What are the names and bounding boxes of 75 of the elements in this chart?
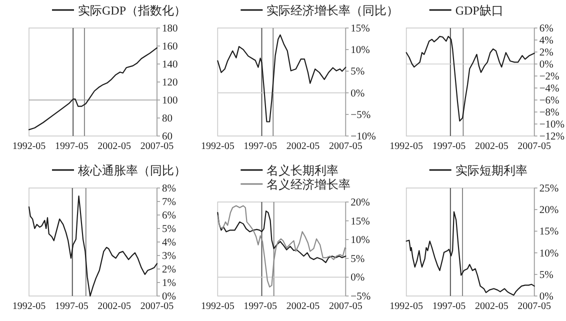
y-tick-label: −5% <box>350 110 371 121</box>
x-tick-label: 2007-05 <box>140 301 174 312</box>
x-tick-label: 1992-05 <box>12 141 46 152</box>
legend-label: 名义长期利率 <box>266 164 339 178</box>
y-tick-label: 15% <box>350 216 370 228</box>
x-tick-label: 1992-05 <box>12 301 46 312</box>
y-tick-label: 5% <box>539 270 554 281</box>
y-tick-label: 2% <box>539 48 554 58</box>
y-tick-label: −8% <box>539 108 560 118</box>
y-tick-label: −10% <box>539 120 565 130</box>
x-tick-label: 2007-05 <box>140 141 174 152</box>
y-tick-label: 5% <box>350 254 365 265</box>
x-tick-label: 2002-05 <box>98 141 132 152</box>
y-tick-label: 0% <box>539 60 554 70</box>
y-tick-label: 160 <box>162 42 178 52</box>
legend-label: 实际经济增长率（同比） <box>266 4 399 18</box>
y-tick-label: 3% <box>162 251 176 262</box>
x-tick-label: 1997-05 <box>432 301 466 312</box>
y-tick-label: 6% <box>539 24 554 34</box>
x-tick-label: 1992-05 <box>200 141 234 152</box>
y-tick-label: 5% <box>162 224 176 235</box>
y-tick-label: 20% <box>350 198 370 208</box>
x-tick-label: 2002-05 <box>474 141 508 152</box>
y-tick-label: 60 <box>162 132 172 142</box>
y-tick-label: 100 <box>162 96 178 106</box>
y-tick-label: 4% <box>162 238 176 248</box>
y-tick-label: 15% <box>539 226 559 238</box>
y-tick-label: −5% <box>350 292 371 302</box>
y-tick-label: 2% <box>162 264 176 276</box>
x-tick-label: 1997-05 <box>54 301 88 312</box>
x-tick-label: 2007-05 <box>518 141 552 152</box>
x-tick-label: 2002-05 <box>286 141 320 152</box>
legend-label: 名义经济增长率 <box>266 178 351 192</box>
x-tick-label: 1997-05 <box>432 141 466 152</box>
y-tick-label: 140 <box>162 60 178 70</box>
legend-label: GDP缺口 <box>455 4 504 18</box>
x-tick-label: 1997-05 <box>244 301 278 312</box>
x-tick-label: 2007-05 <box>518 301 552 312</box>
y-tick-label: 120 <box>162 78 178 88</box>
x-tick-label: 1997-05 <box>54 141 88 152</box>
y-tick-label: 10% <box>350 235 370 246</box>
y-tick-label: 15% <box>350 24 370 34</box>
x-tick-label: 1992-05 <box>200 301 234 312</box>
y-tick-label: 20% <box>539 205 559 216</box>
legend-label: 实际短期利率 <box>455 164 528 178</box>
y-tick-label: 0% <box>350 272 365 284</box>
y-tick-label: 25% <box>539 184 559 194</box>
legend-label: 实际GDP（指数化） <box>78 4 186 18</box>
y-tick-label: 180 <box>162 24 178 34</box>
y-tick-label: 7% <box>162 197 176 208</box>
y-tick-label: 5% <box>350 66 365 78</box>
y-tick-label: 80 <box>162 114 172 124</box>
y-tick-label: 0% <box>162 292 176 302</box>
y-tick-label: −4% <box>539 84 560 94</box>
x-tick-label: 1992-05 <box>390 141 424 152</box>
y-tick-label: 1% <box>162 278 176 289</box>
x-tick-label: 2002-05 <box>286 301 320 312</box>
y-tick-label: −6% <box>539 96 560 106</box>
y-tick-label: 0% <box>350 88 365 100</box>
x-tick-label: 1997-05 <box>244 141 278 152</box>
x-tick-label: 2007-05 <box>328 301 362 312</box>
y-tick-label: 10% <box>350 45 370 56</box>
x-tick-label: 2002-05 <box>98 301 132 312</box>
x-tick-label: 2002-05 <box>474 301 508 312</box>
y-tick-label: 0% <box>539 292 554 302</box>
y-tick-label: 10% <box>539 248 559 260</box>
y-tick-label: −12% <box>539 132 565 142</box>
y-tick-label: −10% <box>350 132 376 142</box>
x-tick-label: 2007-05 <box>328 141 362 152</box>
legend-label: 核心通胀率（同比） <box>77 164 186 178</box>
y-tick-label: 8% <box>162 184 176 194</box>
y-tick-label: −2% <box>539 72 560 82</box>
y-tick-label: 4% <box>539 36 554 46</box>
x-tick-label: 1992-05 <box>390 301 424 312</box>
y-tick-label: 6% <box>162 210 176 222</box>
